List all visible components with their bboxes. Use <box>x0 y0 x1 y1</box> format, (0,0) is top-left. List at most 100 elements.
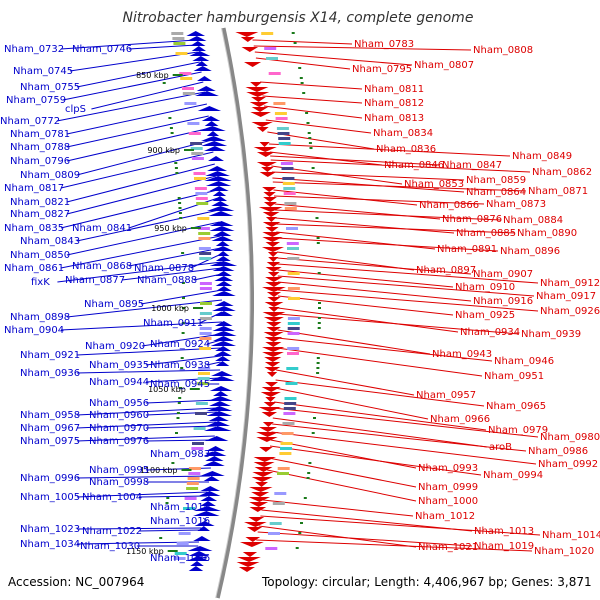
gene-label[interactable]: Nham_0808 <box>473 45 533 56</box>
gene-label[interactable]: Nham_0945 <box>150 379 210 390</box>
gene-label[interactable]: Nham_0836 <box>376 144 436 155</box>
gene-label[interactable]: Nham_0993 <box>418 463 478 474</box>
gene-label[interactable]: Nham_0980 <box>540 432 600 443</box>
gene-label[interactable]: Nham_0795 <box>352 64 412 75</box>
gene-label[interactable]: Nham_1021 <box>418 542 478 553</box>
gene-label[interactable]: Nham_0866 <box>419 200 479 211</box>
gene-label[interactable]: Nham_0898 <box>10 312 70 323</box>
gene-label[interactable]: Nham_0934 <box>460 327 520 338</box>
gene-label[interactable]: Nham_0970 <box>89 423 149 434</box>
gene-label[interactable]: Nham_0811 <box>364 84 424 95</box>
gene-label[interactable]: Nham_0896 <box>500 246 560 257</box>
gene-label[interactable]: Nham_0986 <box>528 446 588 457</box>
gene-label[interactable]: Nham_1020 <box>534 546 594 557</box>
gene-label[interactable]: Nham_0975 <box>20 436 80 447</box>
gene-label[interactable]: Nham_0951 <box>484 371 544 382</box>
gene-label[interactable]: Nham_1000 <box>418 496 478 507</box>
gene-label[interactable]: Nham_0907 <box>473 269 533 280</box>
gene-label[interactable]: Nham_0841 <box>72 223 132 234</box>
gene-label[interactable]: Nham_1012 <box>415 511 475 522</box>
gene-label[interactable]: Nham_0996 <box>20 473 80 484</box>
gene-label[interactable]: Nham_0939 <box>521 329 581 340</box>
gene-label[interactable]: Nham_1034 <box>20 539 80 550</box>
gene-label[interactable]: Nham_0843 <box>20 236 80 247</box>
gene-label[interactable]: Nham_0920 <box>85 341 145 352</box>
gene-label[interactable]: Nham_1004 <box>82 492 142 503</box>
gene-label[interactable]: Nham_0850 <box>10 250 70 261</box>
gene-label[interactable]: Nham_0868 <box>72 261 132 272</box>
gene-label[interactable]: Nham_0994 <box>483 470 543 481</box>
gene-label[interactable]: Nham_0817 <box>4 183 64 194</box>
gene-label[interactable]: Nham_0965 <box>486 401 546 412</box>
gene-label[interactable]: Nham_1022 <box>82 526 142 537</box>
gene-label[interactable]: Nham_0772 <box>0 116 60 127</box>
gene-label[interactable]: Nham_0821 <box>10 197 70 208</box>
gene-label[interactable]: Nham_1013 <box>474 526 534 537</box>
gene-label[interactable]: Nham_1030 <box>80 541 140 552</box>
gene-label[interactable]: Nham_0897 <box>416 265 476 276</box>
gene-label[interactable]: Nham_1005 <box>20 492 80 503</box>
gene-label[interactable]: Nham_1036 <box>150 553 210 564</box>
gene-label[interactable]: Nham_0936 <box>20 368 80 379</box>
gene-label[interactable]: Nham_0943 <box>432 349 492 360</box>
gene-label[interactable]: Nham_0957 <box>416 390 476 401</box>
gene-label[interactable]: Nham_0904 <box>4 325 64 336</box>
gene-label[interactable]: Nham_0992 <box>538 459 598 470</box>
gene-label[interactable]: Nham_0916 <box>473 296 533 307</box>
gene-label[interactable]: Nham_0911 <box>143 318 203 329</box>
gene-label[interactable]: fixK <box>31 277 50 288</box>
gene-label[interactable]: Nham_0995 <box>89 465 149 476</box>
gene-label[interactable]: Nham_0891 <box>437 244 497 255</box>
gene-label[interactable]: Nham_0884 <box>503 215 563 226</box>
gene-label[interactable]: Nham_0864 <box>466 187 526 198</box>
gene-label[interactable]: clpS <box>65 104 86 115</box>
gene-label[interactable]: Nham_1023 <box>20 524 80 535</box>
gene-label[interactable]: Nham_0812 <box>364 98 424 109</box>
gene-label[interactable]: aroB <box>489 442 512 453</box>
gene-label[interactable]: Nham_0885 <box>456 228 516 239</box>
gene-label[interactable]: Nham_0877 <box>65 275 125 286</box>
gene-label[interactable]: Nham_0917 <box>536 291 596 302</box>
gene-label[interactable]: Nham_0958 <box>20 410 80 421</box>
gene-label[interactable]: Nham_0859 <box>466 175 526 186</box>
gene-label[interactable]: Nham_0946 <box>494 356 554 367</box>
gene-label[interactable]: Nham_0862 <box>532 167 592 178</box>
gene-label[interactable]: Nham_0998 <box>89 477 149 488</box>
gene-label[interactable]: Nham_0926 <box>540 306 600 317</box>
gene-label[interactable]: Nham_0807 <box>414 60 474 71</box>
gene-label[interactable]: Nham_0827 <box>10 209 70 220</box>
gene-label[interactable]: Nham_0888 <box>137 275 197 286</box>
gene-label[interactable]: Nham_0999 <box>418 482 478 493</box>
gene-label[interactable]: Nham_0847 <box>442 160 502 171</box>
gene-label[interactable]: Nham_0788 <box>10 142 70 153</box>
gene-label[interactable]: Nham_0745 <box>13 66 73 77</box>
gene-label[interactable]: Nham_0746 <box>72 44 132 55</box>
gene-label[interactable]: Nham_1014 <box>542 530 600 541</box>
gene-label[interactable]: Nham_0935 <box>89 360 149 371</box>
gene-label[interactable]: Nham_0890 <box>517 228 577 239</box>
gene-label[interactable]: Nham_0873 <box>486 199 546 210</box>
gene-label[interactable]: Nham_0966 <box>430 414 490 425</box>
gene-label[interactable]: Nham_0813 <box>364 113 424 124</box>
gene-label[interactable]: Nham_1010 <box>150 502 210 513</box>
gene-label[interactable]: Nham_0846 <box>384 160 444 171</box>
gene-label[interactable]: Nham_0956 <box>89 398 149 409</box>
gene-label[interactable]: Nham_0732 <box>4 44 64 55</box>
gene-label[interactable]: Nham_0976 <box>89 436 149 447</box>
gene-label[interactable]: Nham_0938 <box>150 360 210 371</box>
gene-label[interactable]: Nham_1019 <box>474 541 534 552</box>
gene-label[interactable]: Nham_0861 <box>4 263 64 274</box>
gene-label[interactable]: Nham_0967 <box>20 423 80 434</box>
gene-label[interactable]: Nham_0912 <box>540 278 600 289</box>
gene-label[interactable]: Nham_0853 <box>404 179 464 190</box>
gene-label[interactable]: Nham_0876 <box>442 214 502 225</box>
gene-label[interactable]: Nham_0983 <box>150 449 210 460</box>
gene-label[interactable]: Nham_0979 <box>488 425 548 436</box>
gene-label[interactable]: Nham_0796 <box>10 156 70 167</box>
gene-label[interactable]: Nham_0755 <box>20 82 80 93</box>
gene-label[interactable]: Nham_1016 <box>150 516 210 527</box>
gene-label[interactable]: Nham_0759 <box>6 95 66 106</box>
gene-label[interactable]: Nham_0924 <box>150 339 210 350</box>
gene-label[interactable]: Nham_0925 <box>455 310 515 321</box>
gene-label[interactable]: Nham_0921 <box>20 350 80 361</box>
